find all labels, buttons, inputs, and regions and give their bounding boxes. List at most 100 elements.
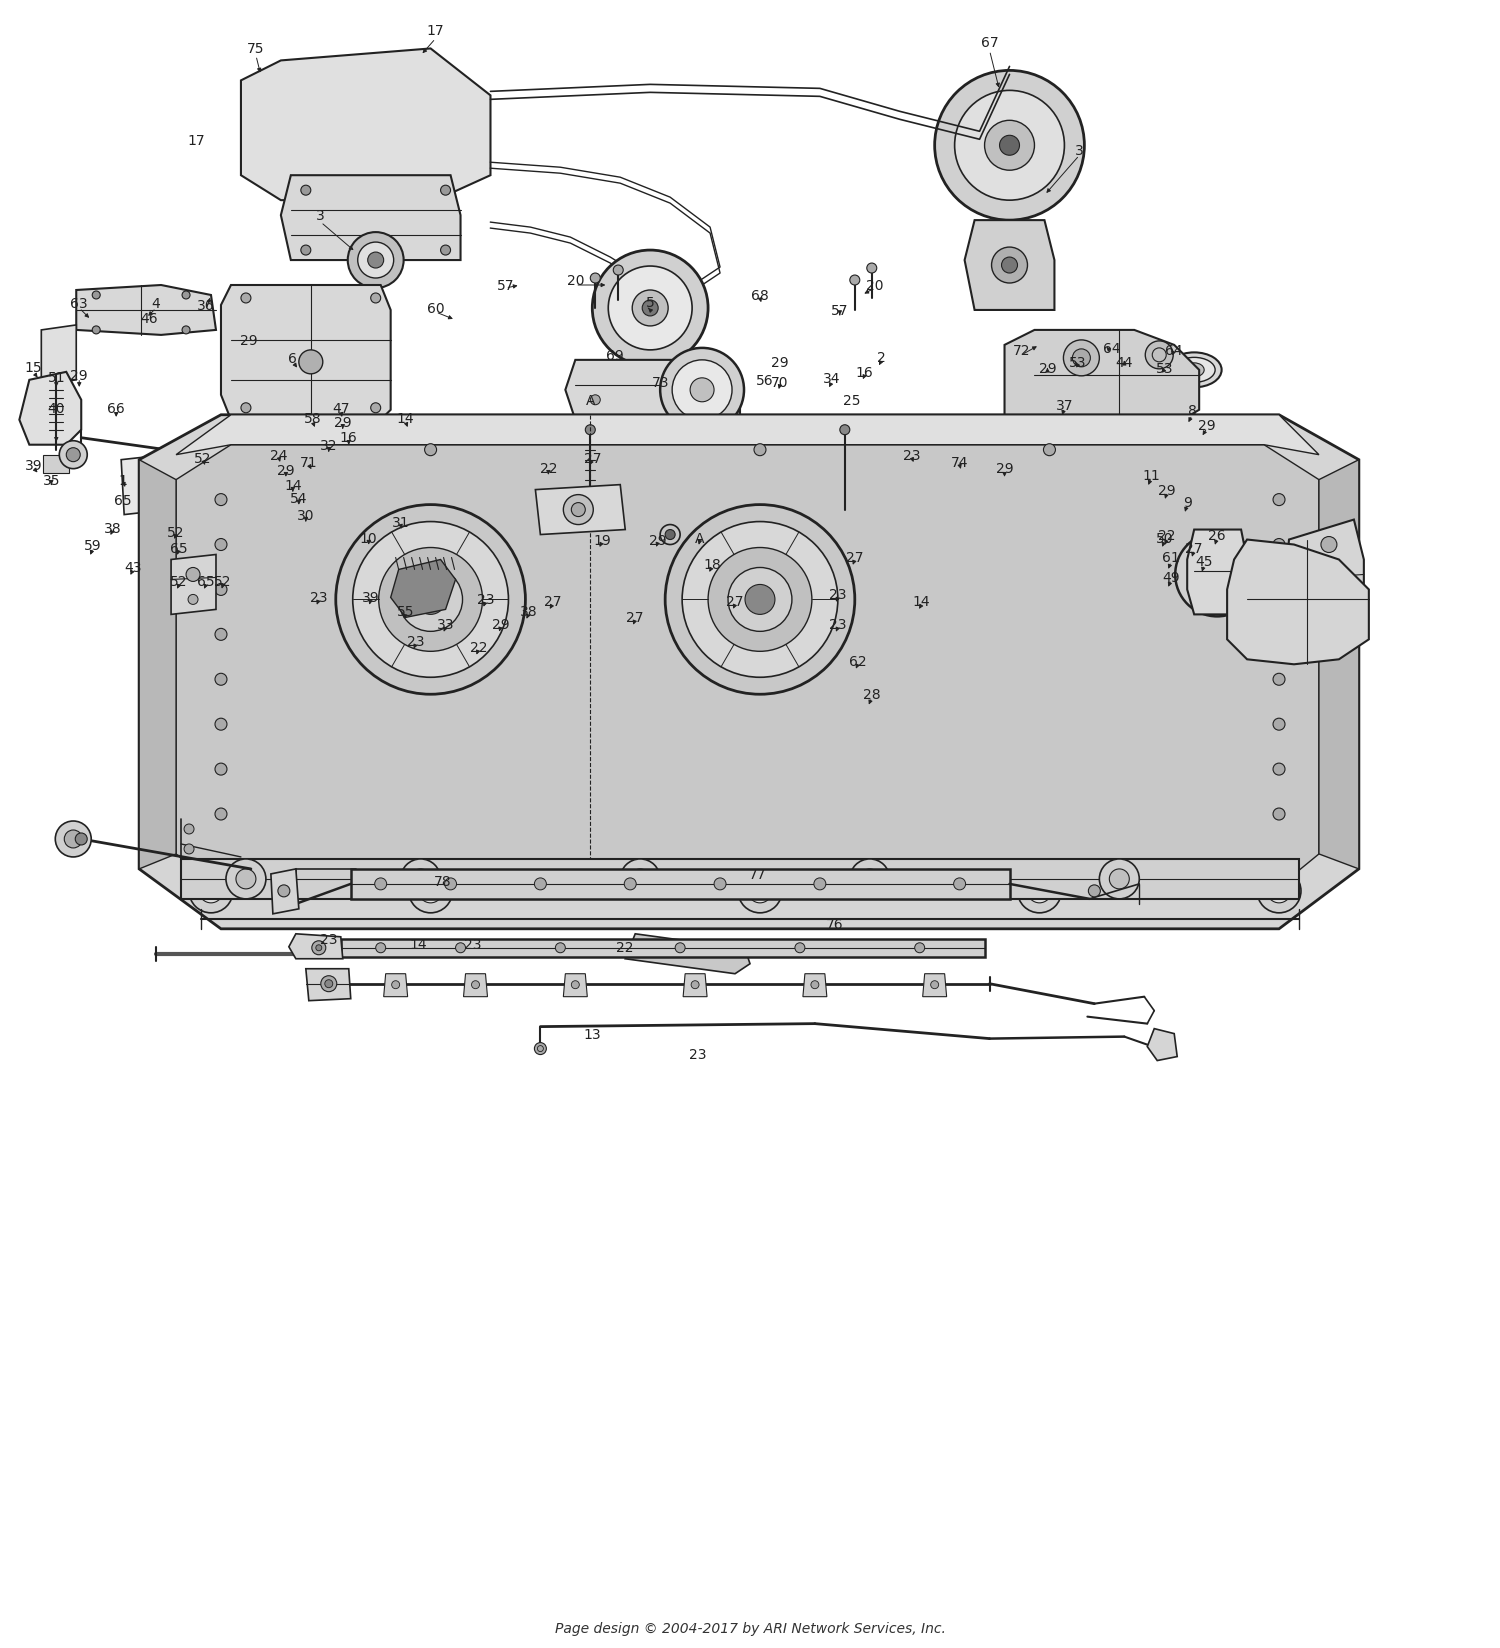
- Polygon shape: [564, 974, 588, 997]
- Circle shape: [642, 302, 658, 316]
- Circle shape: [214, 494, 226, 506]
- Circle shape: [375, 878, 387, 890]
- Circle shape: [716, 396, 724, 405]
- Text: 14: 14: [284, 478, 302, 493]
- Circle shape: [75, 834, 87, 845]
- Circle shape: [411, 870, 430, 890]
- Text: 61: 61: [1162, 550, 1180, 565]
- Circle shape: [754, 887, 765, 897]
- Circle shape: [184, 824, 194, 834]
- Circle shape: [302, 246, 310, 255]
- Text: 55: 55: [398, 605, 414, 620]
- Text: 62: 62: [849, 654, 867, 669]
- Circle shape: [64, 831, 82, 849]
- Circle shape: [934, 71, 1084, 221]
- Circle shape: [1274, 630, 1286, 641]
- Circle shape: [572, 981, 579, 989]
- Circle shape: [1146, 341, 1173, 369]
- Text: 38: 38: [519, 605, 537, 620]
- Polygon shape: [140, 460, 176, 870]
- Circle shape: [60, 442, 87, 470]
- Text: 69: 69: [606, 349, 624, 363]
- Circle shape: [682, 522, 838, 677]
- Circle shape: [56, 821, 92, 857]
- Circle shape: [738, 870, 782, 913]
- Text: 78: 78: [433, 875, 451, 888]
- Text: 53: 53: [1068, 356, 1086, 369]
- Circle shape: [954, 91, 1065, 201]
- Text: 45: 45: [1196, 555, 1214, 569]
- Circle shape: [312, 941, 326, 956]
- Polygon shape: [42, 326, 76, 386]
- Text: 20: 20: [567, 274, 584, 288]
- Circle shape: [664, 506, 855, 695]
- Text: 35: 35: [42, 473, 60, 488]
- Circle shape: [714, 878, 726, 890]
- Circle shape: [456, 943, 465, 953]
- Circle shape: [400, 859, 441, 900]
- Text: 39: 39: [24, 458, 42, 473]
- Ellipse shape: [366, 96, 384, 104]
- Circle shape: [675, 943, 686, 953]
- Text: 27: 27: [1185, 541, 1203, 555]
- Circle shape: [419, 880, 442, 903]
- Text: 26: 26: [1209, 529, 1225, 542]
- Circle shape: [321, 976, 338, 992]
- Circle shape: [352, 522, 509, 677]
- Circle shape: [1190, 547, 1245, 603]
- Text: 10: 10: [360, 531, 378, 545]
- Text: 57: 57: [496, 279, 514, 293]
- Text: 2: 2: [878, 351, 886, 364]
- Polygon shape: [176, 445, 1318, 900]
- Text: 4: 4: [152, 297, 160, 311]
- Text: 34: 34: [824, 371, 840, 386]
- Text: 27: 27: [846, 550, 864, 565]
- Circle shape: [620, 859, 660, 900]
- Text: 27: 27: [543, 595, 561, 610]
- Circle shape: [754, 445, 766, 456]
- Text: 73: 73: [651, 376, 669, 389]
- Circle shape: [424, 445, 436, 456]
- Ellipse shape: [344, 97, 368, 115]
- Circle shape: [867, 264, 877, 274]
- Ellipse shape: [406, 122, 424, 132]
- Ellipse shape: [366, 122, 384, 132]
- Text: 54: 54: [290, 491, 308, 506]
- Text: 72: 72: [1013, 344, 1031, 358]
- Ellipse shape: [366, 68, 384, 76]
- Circle shape: [188, 595, 198, 605]
- Circle shape: [954, 878, 966, 890]
- Text: 22: 22: [616, 941, 634, 954]
- Circle shape: [316, 946, 322, 951]
- Text: 27: 27: [584, 452, 602, 465]
- Circle shape: [1274, 674, 1286, 686]
- Ellipse shape: [327, 122, 345, 132]
- Circle shape: [1174, 534, 1258, 616]
- Text: 1: 1: [118, 473, 128, 488]
- Circle shape: [572, 503, 585, 517]
- Circle shape: [930, 981, 939, 989]
- Circle shape: [326, 981, 333, 989]
- Circle shape: [534, 878, 546, 890]
- Ellipse shape: [1184, 364, 1204, 377]
- Circle shape: [795, 943, 806, 953]
- Polygon shape: [176, 415, 1318, 455]
- Polygon shape: [182, 859, 1299, 900]
- Polygon shape: [280, 176, 460, 260]
- Circle shape: [226, 859, 266, 900]
- Text: 64: 64: [1102, 341, 1120, 356]
- Text: 17: 17: [427, 25, 444, 38]
- Polygon shape: [1227, 541, 1370, 664]
- Circle shape: [206, 887, 216, 897]
- Polygon shape: [922, 974, 946, 997]
- Text: 23: 23: [320, 933, 338, 946]
- Text: 53: 53: [1155, 361, 1173, 376]
- Text: 65: 65: [196, 575, 214, 588]
- Circle shape: [1089, 885, 1101, 897]
- Text: 29: 29: [771, 356, 789, 369]
- Text: 22: 22: [1158, 529, 1176, 542]
- Text: 65: 65: [114, 493, 132, 508]
- Text: 13: 13: [584, 1027, 602, 1042]
- Text: 14: 14: [914, 595, 930, 610]
- Polygon shape: [140, 415, 1359, 929]
